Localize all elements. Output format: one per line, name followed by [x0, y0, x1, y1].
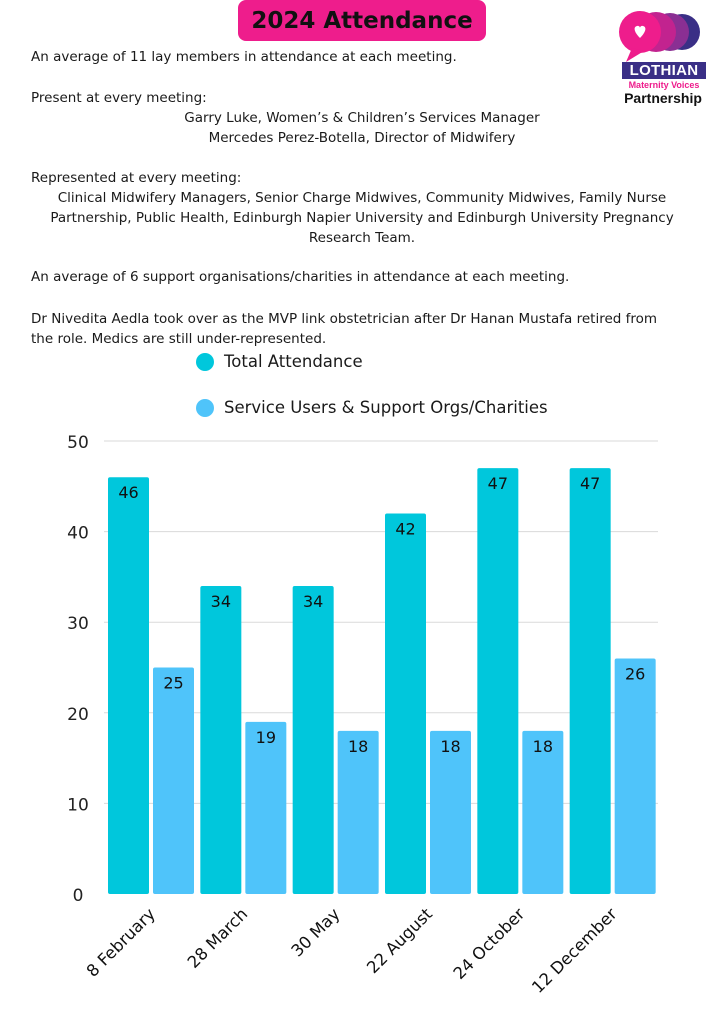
- bar: [385, 513, 426, 894]
- data-label: 46: [118, 483, 138, 502]
- legend-label-service-users: Service Users & Support Orgs/Charities: [224, 398, 548, 417]
- y-tick-label: 10: [67, 795, 89, 815]
- data-label: 34: [303, 592, 323, 611]
- represented-line-2: Partnership, Public Health, Edinburgh Na…: [50, 210, 674, 226]
- data-label: 19: [256, 728, 276, 747]
- page-title: 2024 Attendance: [238, 0, 486, 41]
- data-label: 25: [163, 674, 183, 693]
- data-label: 47: [488, 474, 508, 493]
- data-label: 42: [395, 519, 415, 538]
- logo-subtitle: Maternity Voices: [628, 80, 700, 90]
- represented-line-1: Clinical Midwifery Managers, Senior Char…: [57, 190, 667, 206]
- data-label: 47: [580, 474, 600, 493]
- bar: [108, 477, 149, 894]
- data-label: 18: [440, 737, 460, 756]
- bar: [153, 667, 194, 894]
- bar: [614, 658, 656, 894]
- x-tick-label: 12 December: [528, 904, 621, 997]
- legend-item-total: Total Attendance: [196, 352, 363, 371]
- y-tick-label: 40: [67, 524, 89, 544]
- x-tick-label: 8 February: [83, 904, 159, 980]
- logo-word: LOTHIAN: [622, 62, 706, 79]
- bar: [245, 721, 287, 894]
- logo-partnership: Partnership: [624, 90, 702, 106]
- bar: [200, 585, 242, 894]
- bar: [477, 468, 519, 894]
- data-label: 26: [625, 664, 645, 683]
- y-tick-label: 50: [67, 433, 89, 453]
- legend-label-total: Total Attendance: [224, 352, 363, 371]
- bar: [292, 585, 334, 894]
- present-line-1: Garry Luke, Women’s & Children’s Service…: [184, 110, 540, 126]
- x-tick-label: 30 May: [288, 904, 344, 960]
- represented-line-3: Research Team.: [308, 230, 416, 246]
- represented-heading: Represented at every meeting:: [31, 170, 242, 186]
- data-label: 18: [348, 737, 368, 756]
- bar: [430, 730, 471, 894]
- data-label: 34: [211, 592, 231, 611]
- lay-members-text: An average of 11 lay members in attendan…: [31, 49, 457, 65]
- bar: [569, 468, 611, 894]
- y-tick-label: 0: [73, 886, 84, 906]
- support-orgs-text: An average of 6 support organisations/ch…: [31, 269, 570, 285]
- lothian-mvp-logo: LOTHIAN Maternity Voices Partnership: [612, 8, 708, 112]
- legend-item-service-users: Service Users & Support Orgs/Charities: [196, 398, 548, 417]
- obstetrician-line-1: Dr Nivedita Aedla took over as the MVP l…: [31, 311, 658, 327]
- data-label: 18: [533, 737, 553, 756]
- bar: [522, 730, 564, 894]
- bar: [337, 730, 379, 894]
- legend-swatch-service-users: [196, 398, 214, 417]
- y-tick-label: 30: [67, 614, 89, 634]
- x-tick-label: 22 August: [363, 904, 436, 977]
- speech-bubbles-icon: [619, 11, 700, 62]
- x-tick-label: 28 March: [184, 904, 252, 972]
- x-tick-label: 24 October: [450, 904, 529, 983]
- obstetrician-line-2: the role. Medics are still under-represe…: [31, 331, 327, 347]
- present-line-2: Mercedes Perez-Botella, Director of Midw…: [208, 130, 516, 146]
- present-heading: Present at every meeting:: [31, 90, 207, 106]
- y-tick-label: 20: [67, 705, 89, 725]
- legend-swatch-total: [196, 352, 214, 371]
